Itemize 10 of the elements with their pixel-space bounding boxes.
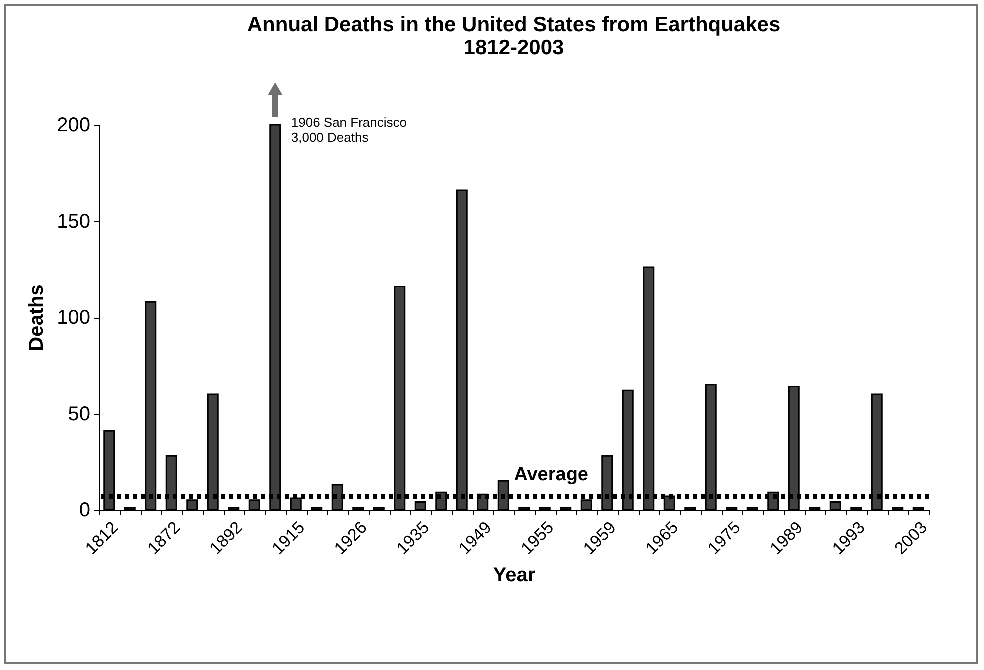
y-tick-label: 50 [68, 403, 90, 426]
y-tick-label: 200 [57, 114, 90, 136]
y-axis-title: Deaths [26, 284, 48, 352]
ref-line-label: Average [514, 464, 588, 486]
x-axis-title: Year [493, 564, 536, 587]
chart-title: Annual Deaths in the United States from Earthquakes 1812-2003 [247, 14, 781, 60]
y-tick-label: 0 [79, 500, 90, 522]
y-tick-label: 150 [57, 210, 90, 233]
y-tick-label: 100 [57, 307, 90, 329]
annotation: 1906 San Francisco 3,000 Deaths [291, 115, 407, 145]
